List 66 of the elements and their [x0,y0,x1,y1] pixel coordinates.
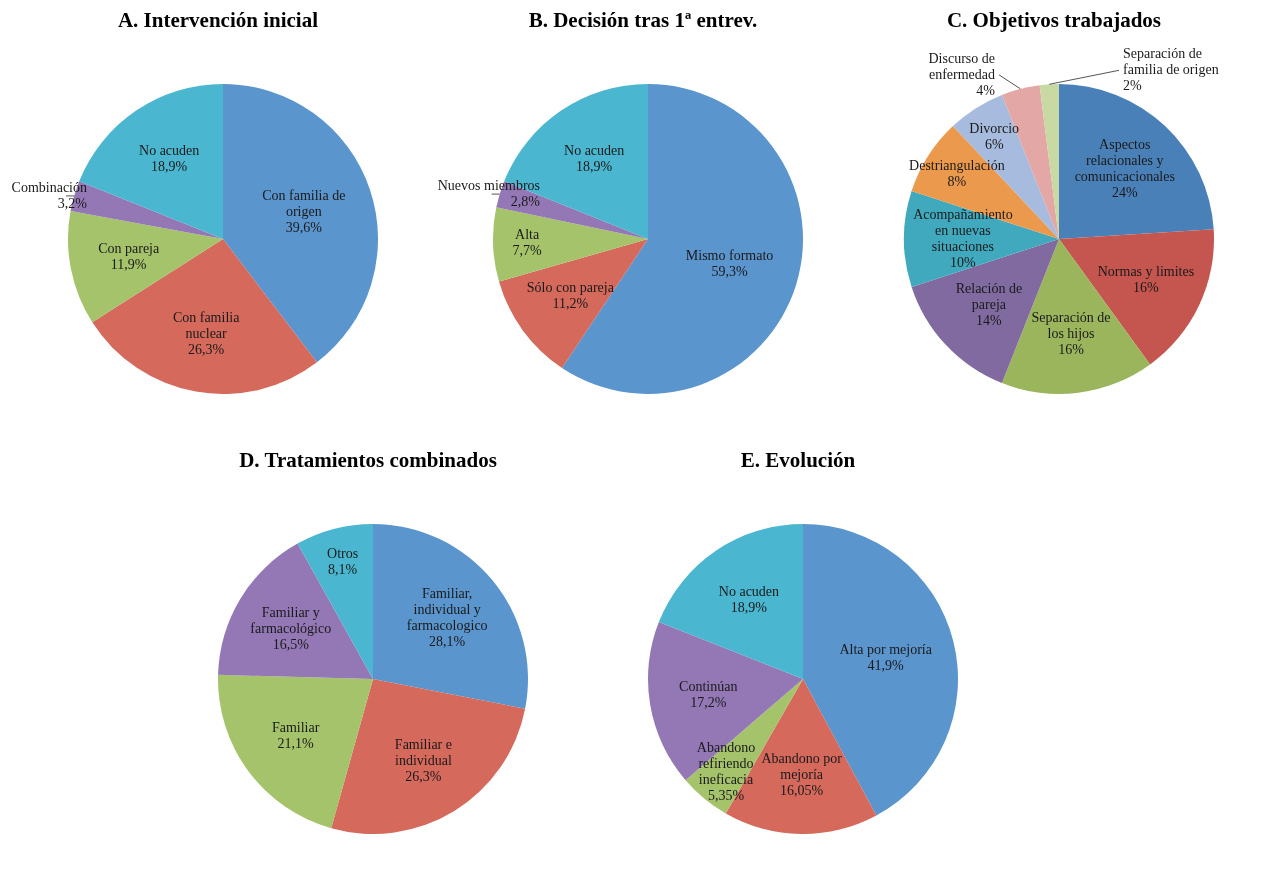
chart-title: A. Intervención inicial [116,8,320,34]
slice-label: Familiar y farmacológico [250,605,332,637]
data-label: 24% [1111,184,1138,200]
pie-slice [92,239,317,394]
data-label: 39,6% [285,219,323,235]
chart-title: D. Tratamientos combinados [238,448,498,474]
data-label: 2,8% [510,194,541,210]
data-label: 6% [984,136,1004,152]
slice-label: Familiar e individual [394,736,452,768]
data-label: 16,5% [272,637,310,653]
slice-label: Aspectos relacionales y comunicacionales [1074,136,1175,184]
slice-label: Otros [327,545,359,561]
slice-label: Discurso de enfermedad [928,50,995,82]
slice-label: Familiar [271,720,320,736]
slice-label: Abandono por mejoría [761,751,843,783]
pie-slice [658,524,803,679]
data-label: 2% [1123,78,1142,94]
data-label: 41,9% [867,658,905,674]
pie-slice [373,524,528,709]
slice-label: Divorcio [969,120,1020,136]
data-label: 28,1% [429,633,466,649]
pie-slice [498,239,648,368]
data-label: 8% [947,174,967,190]
data-label: 18,9% [730,599,768,615]
slice-label: Con pareja [98,241,160,257]
slice-label: Abandono refiriendo ineficacia [696,740,756,788]
slice-label: Separación de los hijos [1031,310,1111,342]
data-label: 14% [976,312,1003,328]
data-label: 17,2% [690,695,727,711]
data-label: 26,3% [188,341,225,357]
data-label: 10% [950,255,977,270]
data-label: 11,2% [552,295,589,311]
chart-title: E. Evolución [739,448,857,474]
data-label: 18,9% [576,159,613,175]
data-label: 18,9% [151,159,188,175]
slice-label: Alta [515,227,541,243]
slice-label: No acuden [718,583,780,599]
chart-title: C. Objetivos trabajados [945,8,1163,34]
data-label: 16% [1058,342,1085,358]
data-label: 8,1% [328,561,358,577]
slice-label: No acuden [564,143,625,159]
pie-slice [493,207,648,282]
pie-slice [218,674,373,829]
slice-label: Mismo formato [685,247,774,263]
slice-label: Relación de pareja [955,280,1023,312]
chart-title: B. Decisión tras 1ª entrev. [527,8,759,34]
slice-label: Con familia nuclear [172,309,241,341]
data-label: 16% [1133,279,1160,295]
data-label: 21,1% [277,736,315,752]
pie-slice [331,679,526,834]
data-label: 16,05% [780,783,824,799]
slice-label: Con familia de origen [262,187,346,219]
data-label: 59,3% [711,263,749,279]
slice-label: Continúan [679,679,738,695]
data-label: 5,35% [707,788,745,804]
slice-label: Alta por mejoría [839,642,933,658]
slice-label: Familiar, individual y farmacologico [406,585,488,633]
pie-slice [218,543,373,679]
slice-label: No acuden [139,143,200,159]
data-label: 4% [976,82,996,98]
data-label: 11,9% [110,257,147,273]
slice-label: Separación de familia de origen [1123,46,1219,78]
data-label: 7,7% [512,243,543,259]
data-label: 26,3% [405,768,442,784]
slice-label: Sólo con pareja [526,279,615,295]
slice-label: Normas y limites [1097,263,1195,279]
